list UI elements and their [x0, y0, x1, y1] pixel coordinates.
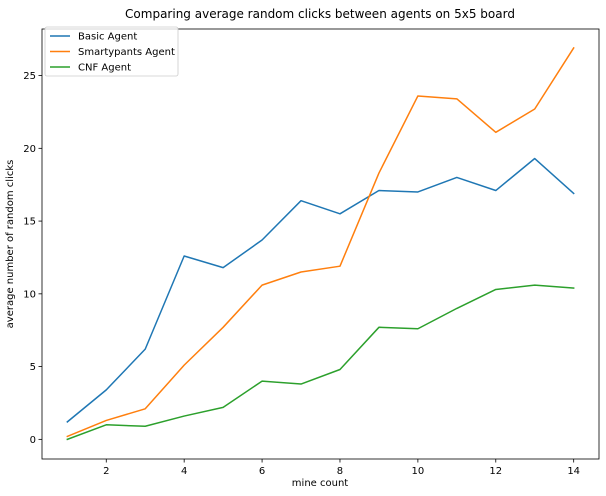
- x-tick-label: 8: [337, 466, 343, 477]
- x-axis: 2 4 6 8 10 12 14: [103, 459, 580, 477]
- x-axis-title: mine count: [292, 478, 348, 489]
- legend-label: Smartypants Agent: [78, 47, 175, 58]
- x-tick-label: 6: [259, 466, 265, 477]
- x-tick-label: 14: [567, 466, 580, 477]
- legend-box: [44, 26, 179, 77]
- legend-label: CNF Agent: [78, 63, 131, 74]
- y-tick-label: 15: [23, 217, 36, 228]
- y-axis: 0 5 10 15 20 25: [23, 71, 42, 446]
- x-tick-label: 4: [181, 466, 187, 477]
- y-tick-label: 0: [30, 435, 36, 446]
- series-lines: [66, 46, 575, 441]
- y-axis-title: average number of random clicks: [5, 160, 16, 329]
- x-tick-label: 10: [412, 466, 425, 477]
- legend: Basic Agent Smartypants Agent CNF Agent: [44, 26, 179, 77]
- y-tick-label: 20: [23, 144, 36, 155]
- y-tick-label: 5: [30, 362, 36, 373]
- series-line-2: [66, 46, 575, 438]
- plot-area: [41, 28, 600, 460]
- x-tick-label: 2: [103, 466, 109, 477]
- series-line-3: [66, 284, 575, 441]
- series-line-1: [66, 157, 575, 423]
- chart-title: Comparing average random clicks between …: [125, 7, 515, 21]
- x-tick-label: 12: [489, 466, 502, 477]
- y-tick-label: 10: [23, 289, 36, 300]
- y-tick-label: 25: [23, 71, 36, 82]
- legend-label: Basic Agent: [78, 32, 137, 43]
